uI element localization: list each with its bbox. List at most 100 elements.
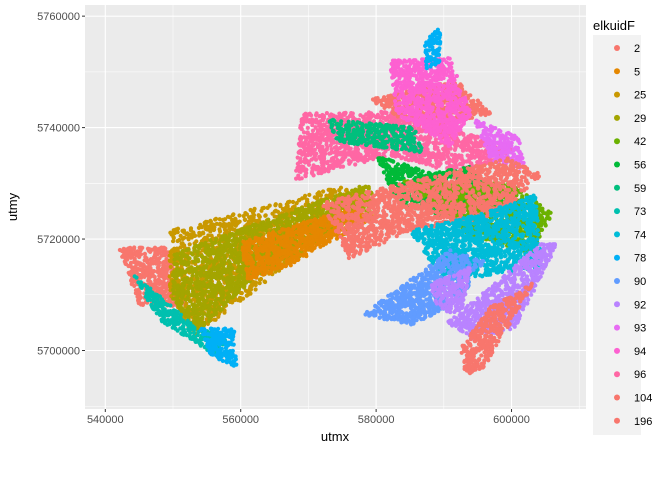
data-point	[217, 217, 222, 222]
data-point	[200, 291, 205, 296]
data-point	[198, 266, 203, 271]
data-point	[197, 284, 202, 289]
data-point	[266, 265, 271, 270]
data-point	[183, 297, 188, 302]
data-point	[192, 334, 197, 340]
data-point	[158, 289, 164, 294]
data-point	[174, 252, 179, 258]
data-point	[232, 256, 237, 261]
data-point	[201, 280, 206, 285]
data-point	[205, 283, 210, 288]
data-point	[302, 208, 307, 213]
data-point	[239, 291, 244, 296]
data-point	[295, 252, 300, 257]
data-point	[213, 217, 218, 222]
data-point	[152, 298, 157, 303]
data-point	[230, 227, 236, 232]
data-point	[327, 239, 332, 244]
data-point	[223, 270, 229, 275]
data-point	[208, 218, 213, 223]
data-point	[132, 258, 137, 263]
data-point	[314, 219, 319, 224]
data-point	[296, 231, 301, 236]
data-point	[156, 267, 161, 272]
data-point	[134, 262, 139, 267]
data-point	[278, 202, 283, 207]
data-point	[226, 258, 231, 264]
data-point	[244, 280, 249, 285]
data-point	[228, 288, 233, 293]
data-point	[307, 219, 312, 224]
data-point	[225, 214, 231, 219]
data-point	[137, 254, 142, 260]
data-point	[241, 239, 246, 244]
data-point	[230, 213, 235, 218]
data-point	[318, 223, 323, 228]
data-point	[123, 261, 128, 266]
data-point	[154, 311, 159, 316]
data-point	[190, 252, 195, 257]
data-point	[212, 301, 217, 307]
data-point	[193, 339, 198, 344]
data-point	[290, 199, 296, 205]
data-point	[142, 251, 147, 256]
data-point	[245, 276, 250, 281]
data-point	[175, 238, 180, 244]
data-point	[187, 334, 192, 339]
data-point	[182, 330, 188, 335]
data-point	[233, 216, 238, 221]
data-point	[222, 256, 228, 261]
data-point	[207, 350, 213, 355]
data-point	[289, 240, 294, 245]
data-point	[243, 211, 248, 216]
data-point	[210, 243, 215, 248]
data-point	[219, 257, 224, 262]
data-point	[143, 294, 148, 299]
data-point	[206, 289, 211, 294]
data-point	[225, 275, 230, 280]
data-point	[141, 270, 146, 275]
data-point	[217, 229, 223, 234]
data-point	[183, 269, 188, 274]
data-point	[190, 307, 195, 312]
data-point	[203, 236, 208, 241]
data-point	[200, 230, 206, 235]
data-point	[172, 280, 177, 285]
data-point	[202, 220, 207, 225]
data-point	[305, 199, 310, 204]
data-point	[209, 314, 214, 319]
data-point	[210, 346, 215, 351]
data-point	[206, 233, 211, 238]
data-point	[229, 336, 234, 341]
data-point	[291, 246, 296, 251]
data-point	[238, 296, 243, 301]
data-point	[261, 205, 267, 210]
data-point	[230, 348, 235, 353]
data-point	[167, 322, 172, 327]
data-point	[326, 235, 331, 240]
data-point	[175, 315, 180, 320]
data-point	[318, 244, 323, 249]
data-point	[305, 235, 310, 240]
data-point	[190, 273, 195, 278]
data-point	[188, 228, 193, 233]
data-point	[253, 287, 258, 292]
data-point	[329, 190, 334, 195]
data-point	[172, 285, 177, 290]
data-point	[139, 275, 144, 280]
data-point	[221, 303, 226, 308]
data-point	[180, 277, 185, 282]
data-point	[132, 250, 138, 255]
data-point	[186, 237, 191, 242]
data-point	[211, 250, 216, 255]
data-point	[203, 226, 208, 231]
data-point	[307, 192, 312, 197]
data-point	[174, 309, 179, 314]
data-point	[144, 257, 149, 262]
data-point	[270, 211, 275, 216]
data-point	[314, 224, 320, 229]
data-point	[328, 228, 333, 234]
data-point	[129, 282, 134, 287]
data-point	[248, 217, 253, 222]
